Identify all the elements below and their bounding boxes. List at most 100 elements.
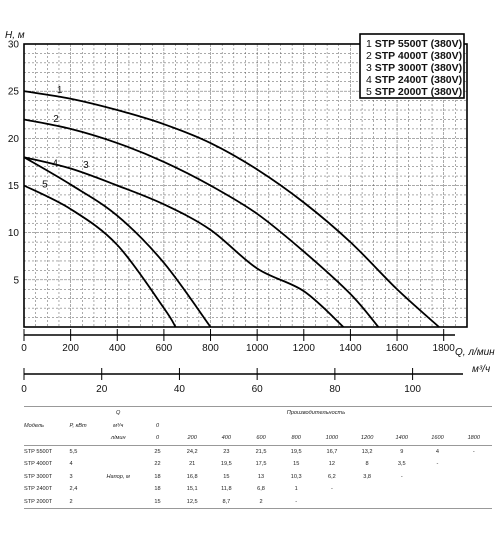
secondary-x-axis-title: м³/ч — [472, 364, 490, 375]
table-cell — [313, 495, 351, 509]
table-cell: 19,5 — [290, 448, 302, 455]
m3h-unit-label: м³/ч — [113, 422, 124, 429]
table-cell: 8 — [365, 461, 369, 468]
y-tick-label: 15 — [8, 181, 20, 192]
x-tick-label: 400 — [109, 343, 126, 354]
table-cell: 1400 — [384, 432, 420, 446]
table-cell: 1 — [294, 486, 298, 493]
table-cell — [419, 483, 455, 496]
table-cell: 2 — [69, 495, 97, 509]
table-cell: 21,5 — [255, 448, 267, 455]
table-cell: - — [400, 473, 403, 480]
table-cell: 19,5 — [220, 461, 232, 468]
table-cell: 13,2 — [361, 448, 373, 455]
x-tick-labels: 0 200 400 600 800 1000 1200 1400 1600 1800 — [21, 329, 455, 354]
y-tick-label: 25 — [8, 87, 20, 98]
secondary-x-tick-label: 60 — [252, 384, 264, 395]
x-tick-label: 600 — [156, 343, 173, 354]
table-cell: 4 — [69, 461, 73, 468]
table-cell: 400 — [209, 432, 244, 446]
curve-5 — [23, 184, 177, 328]
table-cell: 17,5 — [255, 461, 267, 468]
table-cell: 23 — [223, 448, 230, 455]
x-tick-label: 200 — [62, 343, 79, 354]
table-cell: 600 — [243, 432, 279, 446]
table-cell — [384, 495, 420, 509]
x-tick-label: 1400 — [339, 343, 362, 354]
table-row: STP 2000T 2 15 12,5 8,7 2 - — [24, 495, 492, 509]
table-cell: 15 — [293, 461, 300, 468]
table-cell: 9 — [400, 448, 404, 455]
legend-entry: 4 STP 2400T (380V) — [366, 74, 462, 86]
table-cell — [456, 458, 492, 471]
table-cell: 21 — [189, 461, 196, 468]
table-cell: 200 — [175, 432, 210, 446]
table-cell: 3,8 — [363, 473, 371, 480]
secondary-x-tick-label: 20 — [96, 384, 108, 395]
power-header: P, кВт — [69, 422, 87, 429]
table-cell: STP 2000T — [24, 495, 70, 509]
table-cell: 1600 — [419, 432, 456, 446]
table-cell — [455, 495, 492, 509]
curve-1 — [23, 90, 440, 328]
curve-label-5: 5 — [42, 180, 48, 191]
table-header-row-1: Q Производительность — [24, 406, 492, 420]
curve-label-4: 4 — [52, 158, 58, 169]
curve-label-1: 1 — [57, 85, 63, 96]
specification-table: Q Производительность Модель P, кВт м³/ч … — [24, 406, 492, 509]
table-cell: - — [330, 486, 333, 493]
table-cell — [350, 483, 384, 496]
table-cell — [456, 471, 492, 484]
table-cell: STP 2400T — [24, 486, 53, 493]
curve-3 — [23, 156, 345, 328]
table-cell: 24,2 — [186, 448, 198, 455]
table-cell: 3,5 — [397, 461, 406, 468]
table-cell: 8,7 — [209, 495, 244, 509]
y-tick-labels: 5 10 15 20 25 30 — [8, 40, 20, 287]
q-header: Q — [96, 406, 140, 420]
y-axis-title: H, м — [5, 30, 25, 41]
table-cell: 3 — [69, 473, 73, 480]
table-cell: 15,1 — [186, 486, 198, 493]
table-cell: 11,8 — [221, 486, 232, 493]
table-cell: 16,7 — [326, 448, 338, 455]
table-cell: STP 4000T — [24, 461, 53, 468]
table-cell — [350, 495, 385, 509]
pump-curves: 1 2 3 45 — [23, 85, 440, 328]
secondary-x-tick-label: 40 — [174, 384, 186, 395]
table-cell: - — [472, 448, 475, 455]
x-tick-label: 800 — [202, 343, 219, 354]
x-tick-label: 1600 — [386, 343, 409, 354]
curve-2 — [23, 118, 380, 328]
secondary-x-tick-labels: 0 20 40 60 80 100 — [21, 368, 421, 395]
x-tick-label: 1000 — [246, 343, 269, 354]
legend: 1 STP 5500T (380V)2 STP 4000T (380V)3 ST… — [359, 33, 465, 99]
secondary-x-tick-label: 100 — [404, 384, 421, 395]
model-header: Модель — [24, 422, 44, 429]
chart-grid — [23, 43, 468, 328]
legend-entry: 5 STP 2000T (380V) — [366, 86, 462, 98]
curve-label-3: 3 — [83, 160, 89, 171]
secondary-x-tick-label: 0 — [21, 384, 27, 395]
table-cell: 16,8 — [186, 473, 198, 480]
table-cell: 1800 — [455, 432, 492, 446]
table-cell: 25 — [154, 448, 161, 455]
secondary-x-tick-label: 80 — [329, 384, 341, 395]
table-cell: - — [278, 495, 314, 509]
table-cell: 22 — [154, 461, 161, 468]
table-cell: STP 5500T — [24, 448, 53, 455]
table-cell: 0 — [139, 432, 176, 446]
table-cell — [384, 483, 419, 496]
table-cell: 15 — [223, 473, 230, 480]
y-tick-label: 20 — [8, 134, 20, 145]
table-cell: 1000 — [313, 432, 351, 446]
legend-box — [359, 33, 465, 99]
table-row: STP 2400T 2,4 18 15,1 11,8 6,8 1 - — [24, 483, 492, 496]
y-tick-label: 10 — [8, 228, 20, 239]
y-tick-label: 5 — [13, 275, 19, 286]
table-cell: 2,4 — [69, 486, 78, 493]
table-cell: 6,2 — [328, 473, 336, 480]
performance-header: Производительность — [139, 406, 492, 420]
table-cell: 18 — [154, 486, 161, 493]
